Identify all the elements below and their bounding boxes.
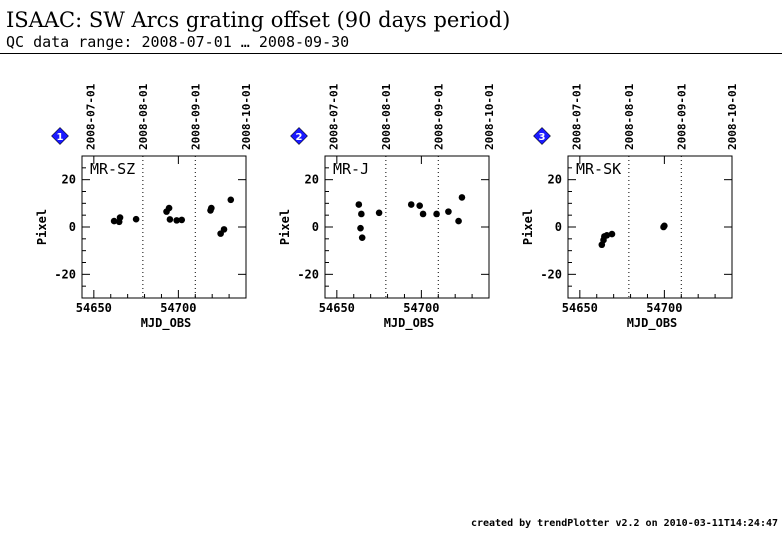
data-point xyxy=(661,222,668,230)
data-point xyxy=(358,210,365,218)
data-point xyxy=(445,208,452,215)
top-date-label: 2008-07-01 xyxy=(570,83,583,150)
data-point xyxy=(603,231,611,239)
top-date-label: 2008-10-01 xyxy=(483,83,496,150)
data-point xyxy=(407,201,415,208)
y-tick-label: 0 xyxy=(69,220,76,234)
y-tick-label: 20 xyxy=(305,173,319,187)
page-subtitle: QC data range: 2008-07-01 … 2008-09-30 xyxy=(6,33,350,51)
top-date-label: 2008-07-01 xyxy=(84,83,97,150)
data-point xyxy=(208,204,215,212)
top-date-label: 2008-10-01 xyxy=(726,83,739,150)
top-date-label: 2008-08-01 xyxy=(623,83,636,150)
x-tick-label: 54700 xyxy=(646,301,682,315)
top-date-label: 2008-07-01 xyxy=(327,83,340,150)
y-tick-label: -20 xyxy=(540,267,562,281)
data-point xyxy=(419,210,427,218)
data-point xyxy=(416,202,423,209)
y-tick-label: -20 xyxy=(54,267,76,281)
x-tick-label: 54650 xyxy=(76,301,112,315)
data-point xyxy=(173,217,180,224)
y-tick-label: 20 xyxy=(62,173,76,187)
panel-marker-number: 2 xyxy=(296,132,303,143)
top-date-label: 2008-09-01 xyxy=(189,83,202,150)
data-point xyxy=(110,217,118,225)
data-point xyxy=(166,216,174,223)
data-point xyxy=(132,215,140,223)
top-date-label: 2008-08-01 xyxy=(380,83,393,150)
data-point xyxy=(165,204,173,212)
top-date-label: 2008-08-01 xyxy=(137,83,150,150)
panel-marker-diamond xyxy=(533,127,551,145)
panel-label: MR-SK xyxy=(576,160,621,178)
panel-marker-diamond xyxy=(51,127,69,145)
panel-label: MR-SZ xyxy=(90,160,135,178)
footer-credit: created by trendPlotter v2.2 on 2010-03-… xyxy=(470,518,778,529)
x-tick-label: 54700 xyxy=(403,301,439,315)
y-axis-label: Pixel xyxy=(521,209,535,245)
y-tick-label: 20 xyxy=(548,173,562,187)
x-tick-label: 54650 xyxy=(562,301,598,315)
data-point xyxy=(227,196,235,204)
data-point xyxy=(116,214,124,221)
header-divider xyxy=(0,53,782,54)
data-point xyxy=(355,201,363,208)
panel-marker-diamond xyxy=(290,127,308,145)
data-point xyxy=(357,224,364,232)
y-axis-label: Pixel xyxy=(278,209,292,245)
panel-marker-number: 3 xyxy=(539,132,546,143)
x-axis-label: MJD_OBS xyxy=(141,316,192,331)
page-title: ISAAC: SW Arcs grating offset (90 days p… xyxy=(6,8,511,32)
x-tick-label: 54650 xyxy=(319,301,355,315)
y-axis-label: Pixel xyxy=(35,209,49,245)
data-point xyxy=(455,217,462,225)
top-date-label: 2008-09-01 xyxy=(432,83,445,150)
data-point xyxy=(458,194,466,201)
y-tick-label: 0 xyxy=(312,220,319,234)
x-tick-label: 54700 xyxy=(160,301,196,315)
y-tick-label: -20 xyxy=(297,267,319,281)
data-point xyxy=(178,216,186,224)
data-point xyxy=(220,226,228,233)
chart-panel-1: 54650 54700 -20 0 20 MJD_OBS Pixel 2008-07-01 20… xyxy=(35,83,253,331)
chart-panel-3: 54650 54700 -20 0 20 MJD_OBS Pixel 2008-07-01 20… xyxy=(521,83,739,331)
y-tick-label: 0 xyxy=(555,220,562,234)
x-axis-label: MJD_OBS xyxy=(627,316,678,331)
chart-panel-2: 54650 54700 -20 0 20 MJD_OBS Pixel 2008-07-01 20… xyxy=(278,83,496,331)
data-point xyxy=(375,209,383,217)
top-date-label: 2008-10-01 xyxy=(240,83,253,150)
data-point xyxy=(433,210,440,218)
data-point xyxy=(358,234,366,241)
x-axis-label: MJD_OBS xyxy=(384,316,435,331)
data-point xyxy=(608,230,616,238)
panel-marker-number: 1 xyxy=(57,132,64,143)
top-date-label: 2008-09-01 xyxy=(675,83,688,150)
panel-label: MR-J xyxy=(333,160,369,178)
